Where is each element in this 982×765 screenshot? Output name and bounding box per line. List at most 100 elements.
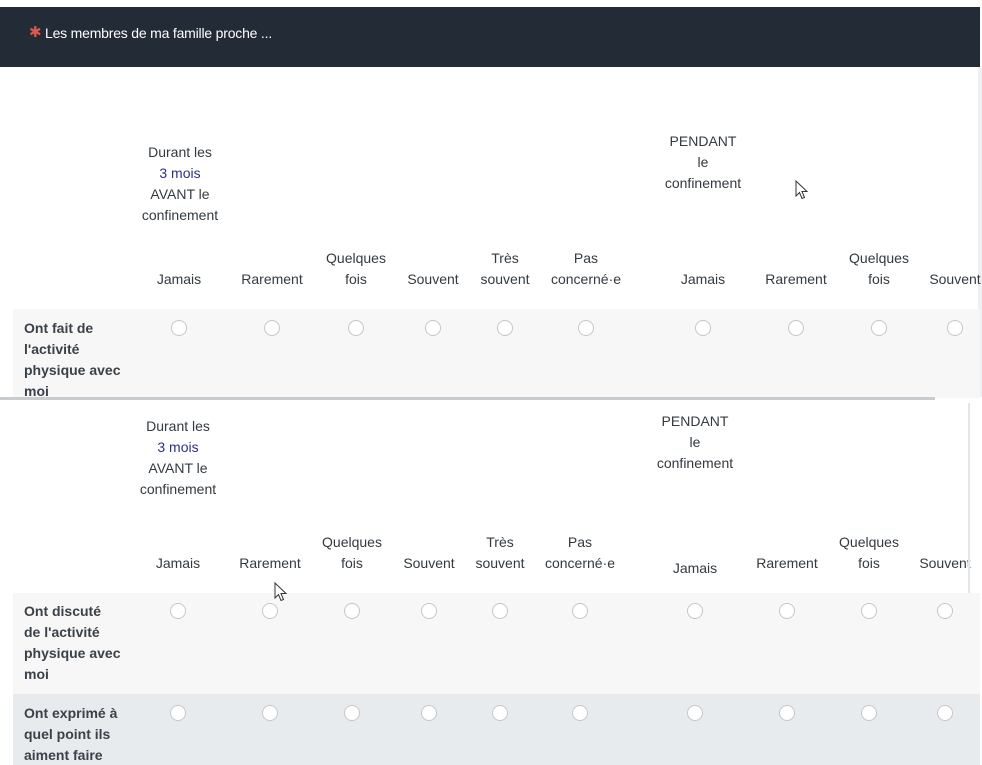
column-header: Rarement <box>239 532 300 574</box>
column-header-line <box>765 248 826 269</box>
column-header-line: Souvent <box>919 555 971 571</box>
group-header-line: PENDANT <box>661 413 729 429</box>
column-header: Jamais <box>156 532 200 574</box>
scrollbar-track[interactable] <box>978 67 982 397</box>
column-header: Souvent <box>407 248 458 290</box>
group-header-line: le <box>689 434 701 450</box>
column-header: Jamais <box>681 248 725 290</box>
group-header-line: confinement <box>664 175 742 191</box>
radio-option[interactable] <box>262 603 278 619</box>
group-header-line: confinement <box>141 207 219 223</box>
radio-option[interactable] <box>937 705 953 721</box>
panel-divider <box>0 397 935 400</box>
group-header-line: confinement <box>656 455 734 471</box>
column-header-line <box>239 532 300 553</box>
column-header: Quelques fois <box>839 532 899 574</box>
column-header: Jamais <box>673 537 717 579</box>
group-header-line: confinement <box>139 481 217 497</box>
column-header: Souvent <box>929 248 980 290</box>
column-header-line: Jamais <box>680 271 726 287</box>
column-header-line: Souvent <box>929 271 981 287</box>
radio-option[interactable] <box>344 705 360 721</box>
radio-option[interactable] <box>421 603 437 619</box>
radio-option[interactable] <box>779 603 795 619</box>
group-header-line: Durant les <box>148 144 212 160</box>
radio-option[interactable] <box>687 603 703 619</box>
column-header: Rarement <box>765 248 826 290</box>
mouse-cursor-icon <box>274 582 288 602</box>
column-header-line: Très <box>491 250 519 266</box>
group-header-before: Durant les 3 mois AVANT le confinement <box>124 142 236 226</box>
row-label: Ont exprimé à quel point ils aiment fair… <box>24 703 132 765</box>
radio-option[interactable] <box>695 320 711 336</box>
column-header-line: Pas <box>573 250 599 266</box>
mouse-cursor-icon <box>795 180 809 200</box>
group-header-during: PENDANT le confinement <box>648 131 758 194</box>
radio-option[interactable] <box>344 603 360 619</box>
radio-option[interactable] <box>170 705 186 721</box>
column-header-line: Souvent <box>403 555 455 571</box>
group-header-line: le <box>697 154 709 170</box>
radio-option[interactable] <box>421 705 437 721</box>
column-header-line: Quelques <box>849 250 909 266</box>
column-header-line <box>919 532 970 553</box>
radio-option[interactable] <box>572 603 588 619</box>
column-header-line: Rarement <box>241 271 303 287</box>
column-header: Pas concerné·e <box>551 248 621 290</box>
row-label: Ont fait de l'activité physique avec moi <box>24 318 132 398</box>
radio-option[interactable] <box>871 320 887 336</box>
column-header: Quelques fois <box>326 248 386 290</box>
radio-option[interactable] <box>170 603 186 619</box>
matrix-panel-bottom: Durant les 3 mois AVANT le confinement P… <box>0 401 982 765</box>
required-icon: ✱ <box>29 24 42 41</box>
radio-option[interactable] <box>492 705 508 721</box>
column-header-line <box>929 248 980 269</box>
radio-option[interactable] <box>262 705 278 721</box>
radio-option[interactable] <box>264 320 280 336</box>
radio-option[interactable] <box>348 320 364 336</box>
radio-option[interactable] <box>937 603 953 619</box>
column-header: Souvent <box>403 532 454 574</box>
radio-option[interactable] <box>171 320 187 336</box>
row-label-line: Ont fait de <box>24 320 94 336</box>
radio-option[interactable] <box>578 320 594 336</box>
column-header-line: Pas <box>567 534 593 550</box>
radio-option[interactable] <box>861 705 877 721</box>
group-header-highlight: 3 mois <box>157 439 199 455</box>
radio-option[interactable] <box>492 603 508 619</box>
column-header-line: Jamais <box>672 560 718 576</box>
column-header-line: fois <box>868 271 890 287</box>
column-header-line: Quelques <box>839 534 899 550</box>
column-header-line <box>673 537 717 558</box>
group-header-line: Durant les <box>146 418 210 434</box>
column-header: Quelques fois <box>849 248 909 290</box>
column-header: Jamais <box>157 248 201 290</box>
column-header-line: Souvent <box>407 271 459 287</box>
column-header-line <box>407 248 458 269</box>
row-label-line: de l'activité <box>24 624 100 640</box>
column-header: Quelques fois <box>322 532 382 574</box>
column-header-line: Rarement <box>765 271 827 287</box>
column-header-line <box>681 248 725 269</box>
radio-option[interactable] <box>687 705 703 721</box>
radio-option[interactable] <box>947 320 963 336</box>
column-header-line: Rarement <box>756 555 818 571</box>
column-header-line: Quelques <box>322 534 382 550</box>
column-header-line: fois <box>858 555 880 571</box>
radio-option[interactable] <box>788 320 804 336</box>
column-header-line: Jamais <box>155 555 201 571</box>
row-label-line: physique avec <box>24 645 121 661</box>
radio-option[interactable] <box>861 603 877 619</box>
radio-option[interactable] <box>497 320 513 336</box>
radio-option[interactable] <box>425 320 441 336</box>
scrollbar-track[interactable] <box>968 403 970 593</box>
radio-option[interactable] <box>572 705 588 721</box>
column-header: Pas concerné·e <box>545 532 615 574</box>
column-header-line: Rarement <box>239 555 301 571</box>
column-header-line <box>756 532 817 553</box>
radio-option[interactable] <box>779 705 795 721</box>
group-header-during: PENDANT le confinement <box>640 411 750 474</box>
group-header-highlight: 3 mois <box>159 165 201 181</box>
row-label-line: aiment faire <box>24 747 103 763</box>
column-header-line <box>157 248 201 269</box>
